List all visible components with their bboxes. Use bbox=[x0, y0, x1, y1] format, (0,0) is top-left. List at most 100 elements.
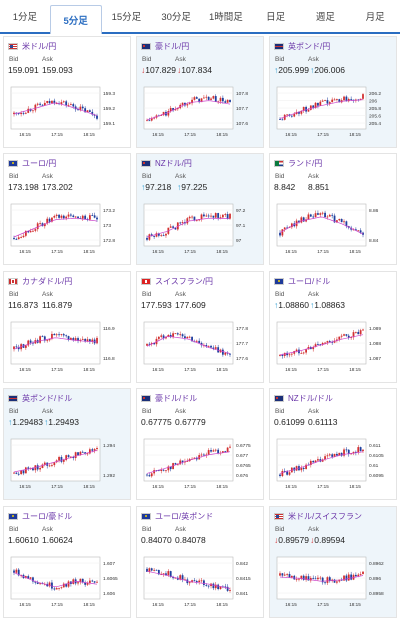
rate-card[interactable]: 英ポンド/ドル Bid Ask ↑1.29483 ↑1.29493 1.294 1.292 1… bbox=[3, 388, 131, 500]
candle-body bbox=[62, 215, 65, 219]
rate-card[interactable]: ユーロ/ドル Bid Ask ↑1.08860 ↑1.08863 1.089 1.088 1.… bbox=[269, 271, 397, 383]
currency-pair-label[interactable]: ユーロ/ドル bbox=[288, 276, 331, 286]
currency-pair-label[interactable]: ランド/円 bbox=[288, 158, 323, 168]
price-chart[interactable]: 0.842 0.8415 0.841 16:15 17:15 18:15 bbox=[141, 553, 260, 611]
currency-pair-label[interactable]: NZドル/ドル bbox=[288, 393, 333, 403]
candle-body bbox=[184, 579, 186, 581]
candle-body bbox=[321, 342, 324, 345]
currency-pair-label[interactable]: カナダドル/円 bbox=[22, 276, 73, 286]
candle-body bbox=[347, 98, 350, 102]
candle-body bbox=[186, 218, 189, 224]
rate-card[interactable]: 豪ドル/ドル Bid Ask 0.67775 0.67779 0.6775 0.677 0.6… bbox=[136, 388, 264, 500]
rate-card[interactable]: NZドル/円 Bid Ask ↑97.218 ↑97.225 97.2 97.1 97 16:1… bbox=[136, 153, 264, 265]
candle-body bbox=[15, 346, 18, 348]
rate-card[interactable]: 英ポンド/円 Bid Ask ↑205.999 ↑206.006 206.2 206 205.… bbox=[269, 36, 397, 148]
tab-4[interactable]: 1時間足 bbox=[208, 12, 243, 23]
tab-2[interactable]: 15分足 bbox=[111, 12, 142, 23]
price-chart[interactable]: 206.2 206 205.8 205.6 205.4 16:15 17:15 18:15 bbox=[274, 83, 393, 141]
chart-y-tick: 205.4 bbox=[369, 121, 381, 127]
candle-body bbox=[27, 230, 30, 233]
candle-body bbox=[167, 466, 170, 471]
price-chart[interactable]: 107.8 107.7 107.6 16:15 17:15 18:15 bbox=[141, 83, 260, 141]
tab-5[interactable]: 日足 bbox=[266, 12, 286, 23]
currency-pair-label[interactable]: 豪ドル/円 bbox=[155, 41, 190, 51]
candle-body bbox=[157, 233, 160, 236]
candle-body bbox=[359, 330, 362, 335]
price-chart[interactable]: 159.3 159.2 159.1 16:15 17:15 18:15 bbox=[8, 83, 127, 141]
candlestick-chart: 0.611 0.6105 0.61 0.6095 16:15 17:15 18:15 bbox=[276, 438, 384, 489]
rate-card[interactable]: ユーロ/英ポンド Bid Ask 0.84070 0.84078 0.842 0.8415 0… bbox=[136, 506, 264, 618]
price-chart[interactable]: 177.8 177.7 177.6 16:15 17:15 18:15 bbox=[141, 318, 260, 376]
ask-label: Ask bbox=[308, 56, 319, 63]
candle-body bbox=[298, 220, 300, 223]
candle-body bbox=[27, 576, 30, 579]
rate-card[interactable]: 米ドル/円 Bid Ask 159.091 159.093 159.3 159.2 159.1… bbox=[3, 36, 131, 148]
candle-body bbox=[36, 223, 39, 230]
chart-x-tick: 17:15 bbox=[317, 367, 329, 372]
rate-card[interactable]: カナダドル/円 Bid Ask 116.873 116.879 116.9 116.8 16:… bbox=[3, 271, 131, 383]
bid-value: 0.84070 bbox=[141, 535, 172, 545]
rate-card[interactable]: ランド/円 Bid Ask 8.842 8.851 8.86 8.84 16:15 17:15 1… bbox=[269, 153, 397, 265]
price-chart[interactable]: 0.611 0.6105 0.61 0.6095 16:15 17:15 18:15 bbox=[274, 435, 393, 493]
candle-body bbox=[77, 216, 79, 219]
candle-body bbox=[191, 336, 193, 342]
chart-y-tick: 159.1 bbox=[103, 121, 115, 127]
price-chart[interactable]: 1.294 1.292 16:15 17:15 18:15 bbox=[8, 435, 127, 493]
tab-1[interactable]: 5分足 bbox=[49, 5, 102, 34]
ask-price: 0.67779 bbox=[175, 417, 206, 427]
currency-pair-label[interactable]: 豪ドル/ドル bbox=[155, 393, 198, 403]
candle-body bbox=[293, 114, 296, 117]
price-chart[interactable]: 173.2 173 172.8 16:15 17:15 18:15 bbox=[8, 200, 127, 258]
chart-x-tick: 17:15 bbox=[184, 484, 196, 489]
bid-label: Bid bbox=[142, 408, 152, 415]
currency-pair-label[interactable]: 米ドル/スイスフラン bbox=[288, 511, 362, 521]
candle-body bbox=[350, 574, 353, 580]
ask-label: Ask bbox=[175, 526, 186, 533]
rate-card[interactable]: ユーロ/豪ドル Bid Ask 1.60610 1.60624 1.607 1.6065 1.… bbox=[3, 506, 131, 618]
currency-pair-label[interactable]: NZドル/円 bbox=[155, 158, 192, 168]
tab-6[interactable]: 週足 bbox=[315, 12, 335, 23]
candle-body bbox=[172, 226, 174, 228]
currency-pair-label[interactable]: 英ポンド/ドル bbox=[22, 393, 73, 403]
rate-card[interactable]: ユーロ/円 Bid Ask 173.198 173.202 173.2 173 172.8 16… bbox=[3, 153, 131, 265]
currency-pair-label[interactable]: 米ドル/円 bbox=[22, 41, 57, 51]
candle-body bbox=[88, 215, 91, 220]
rate-card[interactable]: 豪ドル/円 Bid Ask ↓107.829 ↓107.834 107.8 107.7 107… bbox=[136, 36, 264, 148]
card-header: ランド/円 bbox=[274, 157, 392, 169]
price-chart[interactable]: 1.607 1.6065 1.606 16:15 17:15 18:15 bbox=[8, 553, 127, 611]
price-chart[interactable]: 0.6775 0.677 0.6765 0.676 16:15 17:15 18:15 bbox=[141, 435, 260, 493]
chart-x-tick: 16:15 bbox=[285, 602, 297, 607]
currency-pair-label[interactable]: スイスフラン/円 bbox=[155, 276, 213, 286]
candle-body bbox=[13, 112, 15, 115]
candle-body bbox=[309, 460, 312, 465]
candle-body bbox=[39, 336, 41, 343]
ask-value: 173.202 bbox=[42, 182, 73, 192]
candle-body bbox=[55, 214, 58, 216]
price-chart[interactable]: 8.86 8.84 16:15 17:15 18:15 bbox=[274, 200, 393, 258]
candle-body bbox=[13, 346, 15, 350]
candle-body bbox=[221, 214, 224, 218]
rate-card[interactable]: 米ドル/スイスフラン Bid Ask ↓0.89579 ↓0.89594 0.8962 0.… bbox=[269, 506, 397, 618]
candle-body bbox=[224, 101, 227, 103]
price-chart[interactable]: 97.2 97.1 97 16:15 17:15 18:15 bbox=[141, 200, 260, 258]
price-chart[interactable]: 0.8962 0.896 0.8958 16:15 17:15 18:15 bbox=[274, 553, 393, 611]
currency-pair-label[interactable]: ユーロ/豪ドル bbox=[22, 511, 73, 521]
currency-pair-label[interactable]: ユーロ/円 bbox=[22, 158, 57, 168]
price-chart[interactable]: 116.9 116.8 16:15 17:15 18:15 bbox=[8, 318, 127, 376]
rate-card[interactable]: スイスフラン/円 Bid Ask 177.593 177.609 177.8 177.7 17… bbox=[136, 271, 264, 383]
tab-0[interactable]: 1分足 bbox=[12, 12, 38, 23]
candle-body bbox=[96, 337, 98, 344]
price-chart[interactable]: 1.089 1.088 1.087 16:15 17:15 18:15 bbox=[274, 318, 393, 376]
candlestick-chart: 1.294 1.292 16:15 17:15 18:15 bbox=[10, 438, 115, 489]
candle-body bbox=[65, 455, 68, 461]
rate-card[interactable]: NZドル/ドル Bid Ask 0.61099 0.61113 0.611 0.6105 0.… bbox=[269, 388, 397, 500]
currency-pair-label[interactable]: 英ポンド/円 bbox=[288, 41, 331, 51]
tab-3[interactable]: 30分足 bbox=[161, 12, 191, 23]
candle-body bbox=[195, 97, 198, 99]
bid-value: ↑1.29483 bbox=[8, 417, 43, 427]
candle-body bbox=[184, 336, 186, 339]
candle-body bbox=[79, 578, 82, 583]
currency-pair-label[interactable]: ユーロ/英ポンド bbox=[155, 511, 214, 521]
tab-7[interactable]: 月足 bbox=[365, 12, 385, 23]
ask-value: ↓0.89594 bbox=[310, 535, 345, 545]
